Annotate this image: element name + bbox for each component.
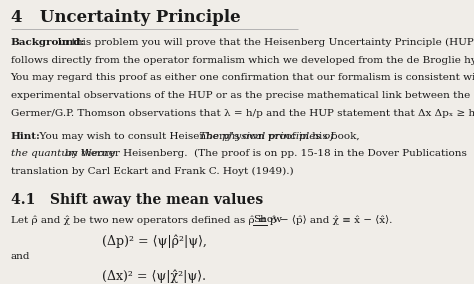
Text: (Δp)² = ⟨ψ|ρ̂²|ψ⟩,: (Δp)² = ⟨ψ|ρ̂²|ψ⟩,	[101, 234, 207, 248]
Text: 4.1   Shift away the mean values: 4.1 Shift away the mean values	[10, 193, 263, 207]
Text: experimental observations of the HUP or as the precise mathematical link between: experimental observations of the HUP or …	[10, 91, 474, 100]
Text: Germer/G.P. Thomson observations that λ = h/p and the HUP statement that Δx Δpₓ : Germer/G.P. Thomson observations that λ …	[10, 109, 474, 118]
Text: You may regard this proof as either one confirmation that our formalism is consi: You may regard this proof as either one …	[10, 74, 474, 82]
Text: The physical principles of: The physical principles of	[197, 131, 335, 141]
Text: Hint:: Hint:	[10, 131, 40, 141]
Text: (Δx)² = ⟨ψ|χ̂²|ψ⟩.: (Δx)² = ⟨ψ|χ̂²|ψ⟩.	[102, 270, 206, 283]
Text: In this problem you will prove that the Heisenberg Uncertainty Principle (HUP): In this problem you will prove that the …	[51, 38, 474, 47]
Text: the quantum theory: the quantum theory	[10, 149, 115, 158]
Text: Show: Show	[253, 215, 282, 224]
Text: translation by Carl Eckart and Frank C. Hoyt (1949).): translation by Carl Eckart and Frank C. …	[10, 167, 293, 176]
Text: by Werner Heisenberg.  (The proof is on pp. 15-18 in the Dover Publications: by Werner Heisenberg. (The proof is on p…	[62, 149, 467, 158]
Text: follows directly from the operator formalism which we developed from the de Brog: follows directly from the operator forma…	[10, 56, 474, 65]
Text: and: and	[10, 252, 30, 261]
Text: 4   Uncertainty Principle: 4 Uncertainty Principle	[10, 9, 240, 26]
Text: Background:: Background:	[10, 38, 85, 47]
Text: You may wish to consult Heisenberg’s own proof in his book,: You may wish to consult Heisenberg’s own…	[33, 131, 359, 141]
Text: Let ρ̂ and χ̂ be two new operators defined as ρ̂ ≡ p̂ − ⟨p̂⟩ and χ̂ ≡ x̂ − ⟨x̂⟩.: Let ρ̂ and χ̂ be two new operators defin…	[10, 215, 399, 225]
